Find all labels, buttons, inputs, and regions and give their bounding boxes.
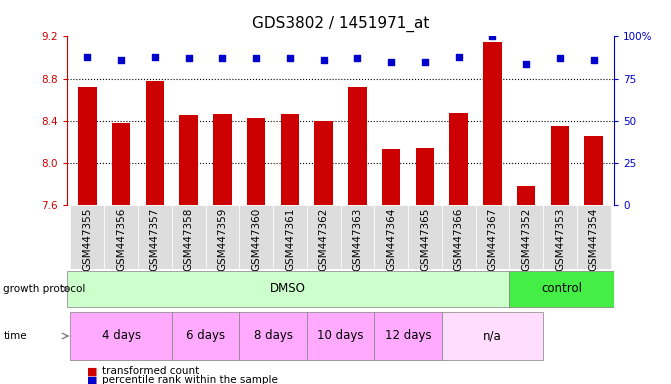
Bar bbox=[112, 123, 130, 384]
Point bbox=[454, 54, 464, 60]
Bar bbox=[450, 113, 468, 384]
Text: ■: ■ bbox=[87, 375, 98, 384]
Text: control: control bbox=[541, 283, 582, 295]
FancyBboxPatch shape bbox=[341, 205, 374, 269]
Text: GSM447363: GSM447363 bbox=[352, 207, 362, 271]
Point bbox=[183, 55, 194, 61]
Point bbox=[386, 59, 397, 65]
Bar bbox=[348, 87, 366, 384]
Text: time: time bbox=[3, 331, 27, 341]
FancyBboxPatch shape bbox=[374, 205, 408, 269]
FancyBboxPatch shape bbox=[476, 205, 509, 269]
Text: GDS3802 / 1451971_at: GDS3802 / 1451971_at bbox=[252, 15, 429, 31]
Point bbox=[521, 60, 531, 66]
FancyBboxPatch shape bbox=[205, 205, 240, 269]
FancyBboxPatch shape bbox=[509, 205, 543, 269]
Bar bbox=[382, 149, 401, 384]
Bar bbox=[213, 114, 231, 384]
Point bbox=[285, 55, 295, 61]
Text: GSM447366: GSM447366 bbox=[454, 207, 464, 271]
Text: GSM447353: GSM447353 bbox=[555, 207, 565, 271]
Point bbox=[115, 57, 126, 63]
Text: GSM447367: GSM447367 bbox=[487, 207, 497, 271]
Bar bbox=[315, 121, 333, 384]
FancyBboxPatch shape bbox=[70, 205, 104, 269]
FancyBboxPatch shape bbox=[138, 205, 172, 269]
Text: GSM447356: GSM447356 bbox=[116, 207, 126, 271]
FancyBboxPatch shape bbox=[307, 205, 341, 269]
Text: GSM447352: GSM447352 bbox=[521, 207, 531, 271]
FancyBboxPatch shape bbox=[70, 312, 172, 360]
Text: n/a: n/a bbox=[483, 329, 502, 343]
Point bbox=[555, 55, 566, 61]
Text: growth protocol: growth protocol bbox=[3, 284, 86, 294]
FancyBboxPatch shape bbox=[442, 205, 476, 269]
FancyBboxPatch shape bbox=[240, 205, 273, 269]
FancyBboxPatch shape bbox=[104, 205, 138, 269]
Text: GSM447359: GSM447359 bbox=[217, 207, 227, 271]
Point bbox=[217, 55, 227, 61]
Text: GSM447355: GSM447355 bbox=[83, 207, 93, 271]
Text: DMSO: DMSO bbox=[270, 283, 306, 295]
Bar bbox=[179, 114, 198, 384]
Text: ■: ■ bbox=[87, 366, 98, 376]
Text: 10 days: 10 days bbox=[317, 329, 364, 343]
FancyBboxPatch shape bbox=[543, 205, 577, 269]
Point bbox=[251, 55, 262, 61]
Point bbox=[588, 57, 599, 63]
FancyBboxPatch shape bbox=[67, 271, 509, 307]
FancyBboxPatch shape bbox=[442, 312, 543, 360]
Text: 8 days: 8 days bbox=[254, 329, 293, 343]
Bar bbox=[517, 186, 535, 384]
Text: GSM447361: GSM447361 bbox=[285, 207, 295, 271]
Text: 6 days: 6 days bbox=[186, 329, 225, 343]
Bar bbox=[551, 126, 569, 384]
Point bbox=[352, 55, 363, 61]
Text: GSM447358: GSM447358 bbox=[184, 207, 194, 271]
Text: percentile rank within the sample: percentile rank within the sample bbox=[102, 375, 278, 384]
Bar bbox=[584, 136, 603, 384]
Point bbox=[419, 59, 430, 65]
Text: GSM447365: GSM447365 bbox=[420, 207, 430, 271]
Text: GSM447360: GSM447360 bbox=[251, 207, 261, 271]
Bar bbox=[280, 114, 299, 384]
FancyBboxPatch shape bbox=[273, 205, 307, 269]
Point bbox=[82, 54, 93, 60]
Bar bbox=[247, 118, 266, 384]
Point bbox=[150, 54, 160, 60]
Text: 12 days: 12 days bbox=[384, 329, 431, 343]
FancyBboxPatch shape bbox=[577, 205, 611, 269]
Point bbox=[318, 57, 329, 63]
Text: GSM447362: GSM447362 bbox=[319, 207, 329, 271]
FancyBboxPatch shape bbox=[172, 205, 205, 269]
Bar bbox=[415, 148, 434, 384]
Point bbox=[487, 33, 498, 40]
FancyBboxPatch shape bbox=[509, 271, 614, 307]
FancyBboxPatch shape bbox=[408, 205, 442, 269]
Bar bbox=[483, 42, 502, 384]
Bar bbox=[78, 87, 97, 384]
FancyBboxPatch shape bbox=[307, 312, 374, 360]
Text: GSM447354: GSM447354 bbox=[588, 207, 599, 271]
Text: 4 days: 4 days bbox=[101, 329, 141, 343]
Bar bbox=[146, 81, 164, 384]
Text: transformed count: transformed count bbox=[102, 366, 199, 376]
Text: GSM447364: GSM447364 bbox=[386, 207, 396, 271]
Text: GSM447357: GSM447357 bbox=[150, 207, 160, 271]
FancyBboxPatch shape bbox=[240, 312, 307, 360]
FancyBboxPatch shape bbox=[172, 312, 240, 360]
FancyBboxPatch shape bbox=[374, 312, 442, 360]
